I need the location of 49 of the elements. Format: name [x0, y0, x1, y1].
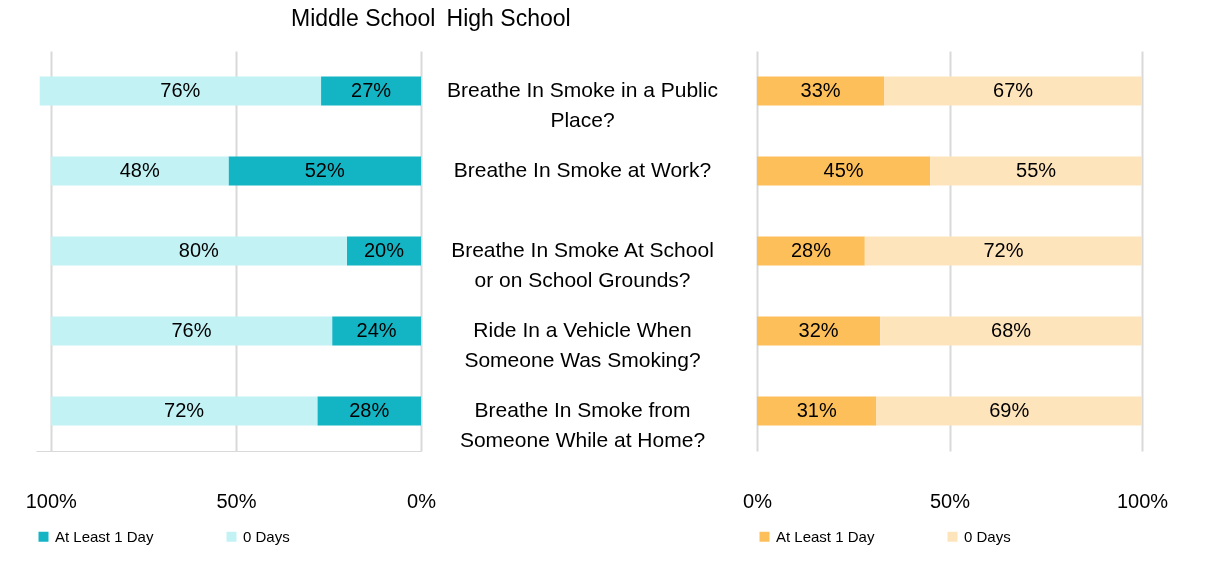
data-label: 72%	[983, 239, 1024, 261]
x-tick-label: 50%	[216, 489, 257, 512]
y-tick-label: Breathe In Smoke At School or on School Grounds?	[451, 238, 714, 291]
data-label: 76%	[171, 319, 212, 341]
data-label: 33%	[800, 79, 841, 101]
legend-label: At Least 1 Day	[55, 527, 154, 545]
data-label: 80%	[178, 239, 220, 261]
bar	[50, 156, 229, 186]
legend-label: 0 Days	[243, 527, 290, 545]
bar	[39, 76, 322, 106]
y-tick-label: Breathe In Smoke at Work?	[453, 158, 712, 181]
data-label: 76%	[160, 79, 201, 101]
bar	[50, 236, 347, 266]
text: High School	[446, 5, 571, 31]
data-label: 67%	[993, 79, 1034, 101]
data-label: 68%	[991, 319, 1032, 341]
data-label: 24%	[356, 319, 397, 341]
x-tick-label: 100%	[1116, 489, 1169, 512]
bar	[876, 396, 1142, 426]
data-label: 28%	[349, 399, 390, 421]
data-label: 32%	[798, 319, 839, 341]
data-label: 31%	[796, 399, 837, 421]
data-label: 20%	[363, 239, 405, 261]
x-tick-label: 100%	[25, 489, 78, 512]
data-label: 52%	[304, 159, 345, 181]
y-tick-label: Breathe In Smoke from Someone While at Home?	[459, 398, 706, 451]
bar	[757, 156, 931, 186]
chart-title: Middle School	[290, 5, 436, 31]
bar	[50, 316, 333, 346]
x-tick-label: 50%	[929, 489, 971, 512]
data-label: 27%	[351, 79, 392, 101]
bar	[880, 316, 1142, 346]
data-label: 55%	[1016, 159, 1057, 181]
bar	[50, 396, 318, 426]
data-label: 72%	[164, 399, 205, 421]
y-tick-label: Breathe In Smoke in a Public Place?	[447, 78, 718, 131]
data-label: 48%	[119, 159, 160, 181]
x-tick-label: 0%	[743, 489, 773, 512]
bar	[930, 156, 1142, 186]
bar	[228, 156, 421, 186]
legend-label: 0 Days	[964, 527, 1011, 545]
y-tick-label: Ride In a Vehicle When Someone Was Smoking?	[464, 318, 701, 371]
data-label: 45%	[823, 159, 864, 181]
data-label: 28%	[790, 239, 832, 261]
x-tick-label: 0%	[407, 489, 437, 512]
bar	[864, 236, 1142, 266]
legend-label: At Least 1 Day	[776, 527, 875, 545]
data-label: 69%	[989, 399, 1030, 421]
bar	[884, 76, 1142, 106]
